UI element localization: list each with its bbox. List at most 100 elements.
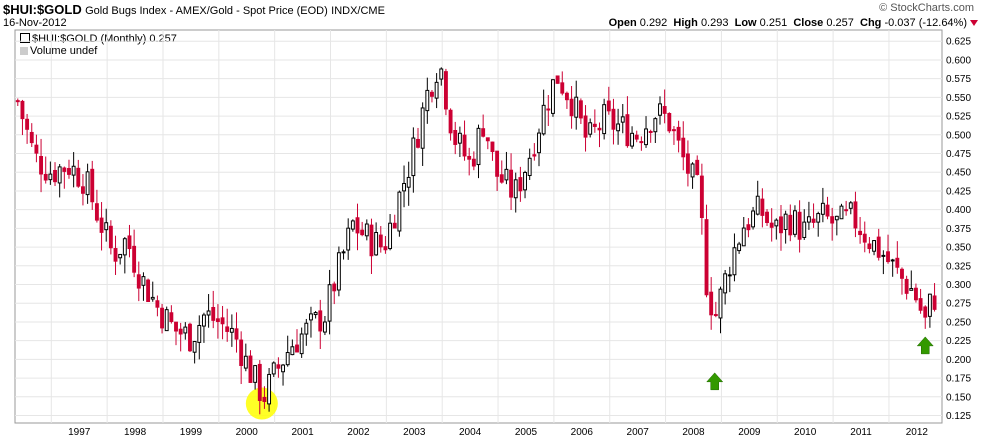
candle-body: [457, 132, 462, 144]
annotations: [706, 336, 934, 391]
candle-body: [164, 309, 169, 332]
candle-body: [523, 171, 527, 191]
candle-body: [439, 68, 444, 80]
candle-body: [327, 284, 332, 322]
candle-body: [853, 201, 858, 229]
highlight-circle: [245, 387, 278, 420]
x-tick-label: 2000: [236, 427, 259, 438]
candle-body: [276, 364, 281, 369]
candle-body: [118, 253, 123, 259]
candle-body: [332, 283, 337, 292]
candle-body: [420, 107, 425, 149]
candle-body: [406, 176, 411, 188]
candle-body: [43, 173, 48, 181]
candle-body: [913, 287, 918, 301]
candle-body: [462, 134, 467, 157]
x-tick-label: 2008: [682, 427, 705, 438]
legend-volume-label: Volume undef: [30, 45, 98, 57]
y-tick-label: 0.175: [946, 374, 971, 385]
candle-body: [802, 221, 807, 238]
candle-body: [513, 179, 518, 199]
open-value: 0.292: [639, 17, 668, 29]
candle-body: [760, 198, 765, 216]
candle-body: [25, 118, 30, 130]
candle-body: [667, 112, 672, 132]
symbol: $HUI:$GOLD: [3, 2, 82, 17]
candle-body: [588, 122, 593, 135]
candle-body: [178, 328, 183, 335]
y-tick-label: 0.125: [946, 411, 971, 422]
y-tick-label: 0.225: [946, 336, 971, 347]
candle-body: [797, 211, 802, 240]
candle-body: [239, 339, 244, 366]
candle-body: [685, 153, 690, 174]
candle-body: [648, 130, 653, 133]
candle-body: [709, 291, 714, 316]
candle-body: [81, 186, 85, 194]
candle-body: [485, 137, 490, 142]
candle-body: [183, 326, 188, 334]
candle-body: [234, 328, 239, 340]
legend-series: $HUI:$GOLD (Monthly) 0.257: [20, 33, 177, 45]
candle-body: [336, 252, 341, 291]
candle-body: [527, 157, 532, 177]
candle-body: [574, 96, 579, 118]
y-tick-label: 0.600: [946, 55, 971, 66]
candle-body: [537, 132, 541, 154]
candle-body: [658, 103, 662, 116]
x-tick-label: 2001: [291, 427, 314, 438]
candle-body: [811, 218, 816, 223]
up-arrow-icon: [706, 372, 724, 391]
candle-body: [769, 222, 774, 228]
candle-body: [881, 254, 886, 257]
candle-body: [783, 213, 788, 230]
candle-body: [434, 81, 439, 99]
candle-body: [639, 141, 644, 144]
brand-logo[interactable]: © StockCharts.com: [879, 2, 974, 14]
chart-legend: $HUI:$GOLD (Monthly) 0.257 Volume undef: [20, 33, 177, 57]
candle-body: [39, 155, 44, 175]
candle-body: [611, 108, 616, 130]
candle-body: [779, 216, 783, 234]
candle-body: [583, 115, 588, 138]
candle-body: [53, 169, 57, 183]
y-tick-label: 0.200: [946, 355, 971, 366]
y-tick-label: 0.500: [946, 130, 971, 141]
plot-frame: [14, 29, 943, 424]
x-tick-label: 2005: [515, 427, 538, 438]
candle-body: [15, 100, 20, 103]
candle-body: [355, 217, 360, 234]
candle-body: [416, 138, 420, 148]
x-tick-label: 2009: [738, 427, 761, 438]
candle-body: [322, 321, 327, 333]
candle-body: [113, 248, 118, 262]
x-tick-label: 2002: [347, 427, 370, 438]
low-value: 0.251: [759, 17, 788, 29]
candle-body: [29, 131, 34, 144]
candle-body: [727, 274, 732, 277]
candle-body: [909, 288, 914, 291]
candle-body: [481, 128, 486, 137]
x-tick-label: 1998: [124, 427, 147, 438]
candle-body: [895, 257, 900, 268]
x-tick-label: 1997: [68, 427, 91, 438]
candle-body: [620, 116, 625, 123]
candle-body: [146, 279, 151, 302]
candle-body: [360, 229, 365, 236]
candle-body: [285, 352, 290, 366]
candle-body: [676, 126, 681, 141]
candle-body: [220, 317, 225, 325]
candle-body: [927, 293, 932, 317]
candle-body: [388, 222, 393, 250]
candle-body: [122, 238, 127, 256]
x-tick-label: 2006: [571, 427, 594, 438]
candle-body: [309, 313, 313, 321]
candle-body: [271, 362, 276, 375]
candle-body: [718, 288, 723, 319]
candle-body: [57, 166, 62, 184]
candle-body: [867, 243, 872, 250]
candle-swatch-icon: [20, 33, 30, 43]
candle-body: [267, 373, 272, 405]
candle-body: [318, 310, 323, 332]
